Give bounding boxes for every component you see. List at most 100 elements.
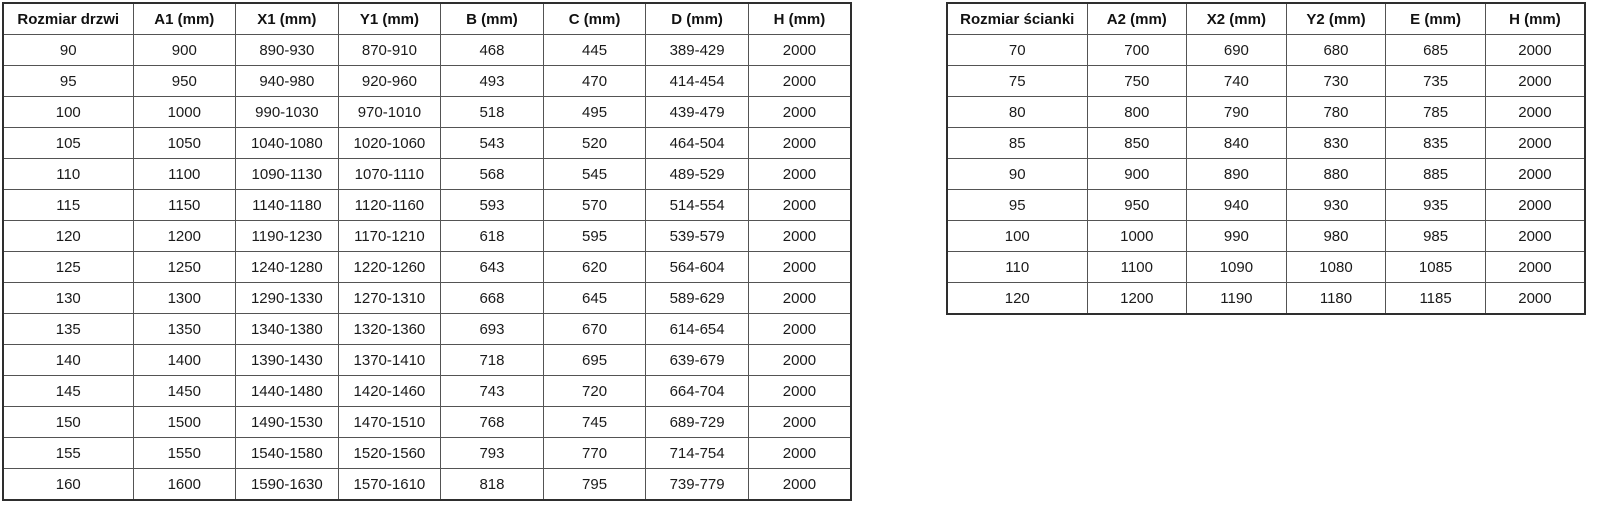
table-row: 120 1200 1190 1180 1185 2000 xyxy=(946,282,1586,315)
table-cell: 543 xyxy=(440,127,544,159)
table-cell: 1570-1610 xyxy=(337,468,442,501)
table-cell: 718 xyxy=(440,344,544,376)
table-cell: 1190 xyxy=(1186,282,1287,315)
table-cell: 818 xyxy=(440,468,544,501)
table-cell: 1190-1230 xyxy=(235,220,339,252)
table-cell: 1085 xyxy=(1385,251,1486,283)
table-cell: 1220-1260 xyxy=(337,251,442,283)
table-cell: 1200 xyxy=(132,220,237,252)
table-cell: 980 xyxy=(1285,220,1387,252)
table-cell: 2000 xyxy=(1484,189,1586,221)
table-cell: 589-629 xyxy=(645,282,749,314)
table-cell: 950 xyxy=(1086,189,1188,221)
table-cell: 700 xyxy=(1086,34,1188,66)
table-cell: 2000 xyxy=(1484,220,1586,252)
table-cell: 1600 xyxy=(132,468,237,501)
table-cell: 690 xyxy=(1186,34,1287,66)
table-row: 100 1000 990 980 985 2000 xyxy=(946,220,1586,252)
table-cell: 1390-1430 xyxy=(235,344,339,376)
table-cell: 110 xyxy=(946,251,1088,283)
table-cell: 115 xyxy=(2,189,134,221)
table-row: 150 1500 1490-1530 1470-1510 768 745 689-729 20… xyxy=(2,406,852,438)
table-cell: 2000 xyxy=(747,158,852,190)
table-cell: 970-1010 xyxy=(337,96,442,128)
table-cell: 125 xyxy=(2,251,134,283)
table-cell: 414-454 xyxy=(645,65,749,97)
table-cell: 668 xyxy=(440,282,544,314)
table-cell: 120 xyxy=(946,282,1088,315)
table-cell: 2000 xyxy=(1484,251,1586,283)
table-cell: 1090 xyxy=(1186,251,1287,283)
table-cell: 840 xyxy=(1186,127,1287,159)
table-cell: 890 xyxy=(1186,158,1287,190)
table-cell: 2000 xyxy=(1484,96,1586,128)
table-cell: 1100 xyxy=(132,158,237,190)
table-row: 90 900 890 880 885 2000 xyxy=(946,158,1586,190)
table-cell: 1200 xyxy=(1086,282,1188,315)
table-cell: 785 xyxy=(1385,96,1486,128)
table-cell: 695 xyxy=(542,344,647,376)
table-cell: 900 xyxy=(132,34,237,66)
table-cell: 643 xyxy=(440,251,544,283)
header-cell: Y2 (mm) xyxy=(1285,2,1387,35)
table-cell: 1050 xyxy=(132,127,237,159)
table-cell: 620 xyxy=(542,251,647,283)
table-cell: 1340-1380 xyxy=(235,313,339,345)
door-sizes-header-row: Rozmiar drzwi A1 (mm) X1 (mm) Y1 (mm) B (mm)… xyxy=(2,2,852,35)
table-cell: 790 xyxy=(1186,96,1287,128)
table-row: 160 1600 1590-1630 1570-1610 818 795 739-779 20… xyxy=(2,468,852,501)
table-cell: 570 xyxy=(542,189,647,221)
table-cell: 885 xyxy=(1385,158,1486,190)
table-cell: 389-429 xyxy=(645,34,749,66)
header-cell: Rozmiar ścianki xyxy=(946,2,1088,35)
table-cell: 520 xyxy=(542,127,647,159)
header-cell: X2 (mm) xyxy=(1186,2,1287,35)
table-cell: 1040-1080 xyxy=(235,127,339,159)
table-cell: 145 xyxy=(2,375,134,407)
table-cell: 1120-1160 xyxy=(337,189,442,221)
table-cell: 105 xyxy=(2,127,134,159)
table-cell: 1500 xyxy=(132,406,237,438)
header-cell: X1 (mm) xyxy=(235,2,339,35)
table-row: 95 950 940-980 920-960 493 470 414-454 2000 xyxy=(2,65,852,97)
table-row: 70 700 690 680 685 2000 xyxy=(946,34,1586,66)
table-cell: 1000 xyxy=(132,96,237,128)
table-cell: 470 xyxy=(542,65,647,97)
table-cell: 518 xyxy=(440,96,544,128)
table-cell: 793 xyxy=(440,437,544,469)
table-cell: 1270-1310 xyxy=(337,282,442,314)
table-row: 115 1150 1140-1180 1120-1160 593 570 514-554 20… xyxy=(2,189,852,221)
table-cell: 85 xyxy=(946,127,1088,159)
table-cell: 780 xyxy=(1285,96,1387,128)
table-row: 140 1400 1390-1430 1370-1410 718 695 639-679 20… xyxy=(2,344,852,376)
table-cell: 940 xyxy=(1186,189,1287,221)
table-row: 80 800 790 780 785 2000 xyxy=(946,96,1586,128)
table-cell: 1240-1280 xyxy=(235,251,339,283)
table-cell: 1420-1460 xyxy=(337,375,442,407)
table-cell: 495 xyxy=(542,96,647,128)
table-cell: 100 xyxy=(946,220,1088,252)
table-cell: 135 xyxy=(2,313,134,345)
table-cell: 514-554 xyxy=(645,189,749,221)
table-cell: 830 xyxy=(1285,127,1387,159)
table-cell: 1370-1410 xyxy=(337,344,442,376)
table-cell: 1440-1480 xyxy=(235,375,339,407)
table-cell: 2000 xyxy=(1484,282,1586,315)
header-cell: E (mm) xyxy=(1385,2,1486,35)
table-cell: 1450 xyxy=(132,375,237,407)
table-cell: 835 xyxy=(1385,127,1486,159)
table-row: 130 1300 1290-1330 1270-1310 668 645 589-629 20… xyxy=(2,282,852,314)
table-cell: 1350 xyxy=(132,313,237,345)
header-cell: A1 (mm) xyxy=(132,2,237,35)
table-row: 85 850 840 830 835 2000 xyxy=(946,127,1586,159)
table-cell: 900 xyxy=(1086,158,1188,190)
table-cell: 750 xyxy=(1086,65,1188,97)
table-cell: 1470-1510 xyxy=(337,406,442,438)
header-cell: A2 (mm) xyxy=(1086,2,1188,35)
table-cell: 930 xyxy=(1285,189,1387,221)
table-cell: 870-910 xyxy=(337,34,442,66)
table-cell: 1540-1580 xyxy=(235,437,339,469)
table-row: 100 1000 990-1030 970-1010 518 495 439-479 2000 xyxy=(2,96,852,128)
table-cell: 2000 xyxy=(747,65,852,97)
table-cell: 768 xyxy=(440,406,544,438)
